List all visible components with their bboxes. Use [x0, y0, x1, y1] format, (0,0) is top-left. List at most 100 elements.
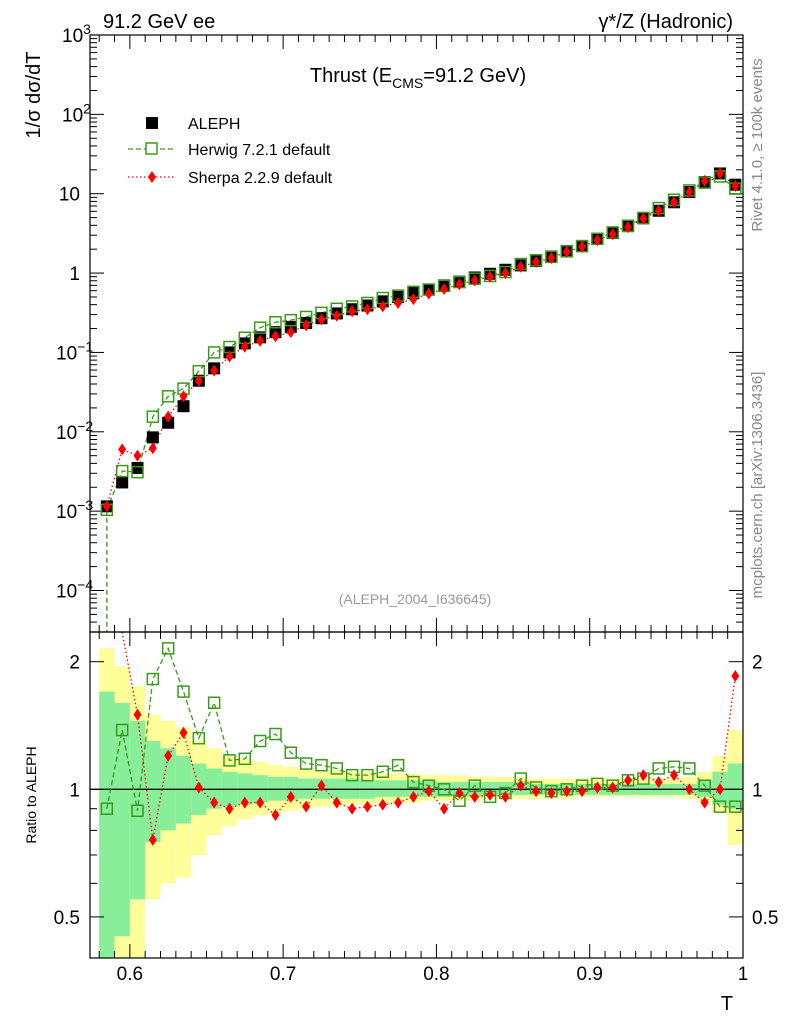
y-tick-label: 10: [59, 185, 80, 206]
y-tick-label: 10−3: [56, 497, 93, 523]
herwig-ratio-point: [361, 768, 374, 782]
chart-title: Thrust (ECMS=91.2 GeV): [310, 65, 526, 91]
aleph-point: [131, 461, 144, 474]
herwig-point: [131, 465, 144, 479]
sherpa-ratio-point: [332, 796, 341, 809]
herwig-ratio-point: [376, 765, 390, 779]
aleph-point: [392, 290, 405, 303]
sherpa-point: [516, 260, 525, 273]
herwig-ratio-point: [315, 758, 328, 772]
x-tick-label: 0.9: [577, 964, 603, 985]
sherpa-ratio-point: [210, 796, 219, 809]
sherpa-ratio-point: [470, 790, 479, 803]
ratio-axis-label: Ratio to ALEPH: [23, 746, 39, 843]
sherpa-point: [332, 309, 341, 322]
sherpa-ratio-point: [562, 785, 571, 798]
sherpa-ratio-point: [532, 785, 541, 798]
y-tick-label: 10−2: [56, 418, 93, 444]
sherpa-ratio-point: [348, 802, 357, 815]
herwig-ratio-point: [131, 804, 144, 818]
herwig-ratio-point: [284, 746, 298, 759]
sherpa-ratio-point: [225, 802, 234, 815]
sherpa-point: [286, 326, 295, 339]
sherpa-point: [700, 174, 709, 187]
band-inner-bin: [375, 780, 391, 797]
band-inner-bin: [390, 780, 406, 797]
y-tick-base: 10: [56, 423, 77, 444]
sherpa-point: [240, 340, 249, 353]
sherpa-ratio-point: [639, 769, 648, 782]
sherpa-point: [731, 180, 740, 193]
analysis-id: (ALEPH_2004_I636645): [339, 591, 492, 607]
herwig-ratio-point: [100, 802, 114, 815]
sherpa-point: [470, 274, 479, 287]
y-tick-base: 1: [69, 264, 80, 285]
sherpa-ratio-point: [501, 790, 510, 803]
legend-label-aleph: ALEPH: [188, 116, 240, 133]
sherpa-ratio-point: [685, 783, 694, 796]
ratio-uncertainty-bands: [90, 648, 743, 958]
sherpa-ratio-point: [240, 796, 249, 809]
sherpa-point: [440, 282, 449, 295]
y-tick-base: 10: [56, 582, 77, 603]
herwig-point: [115, 464, 129, 478]
chart-title-sub: CMS: [392, 75, 423, 91]
herwig-ratio-point: [330, 762, 344, 775]
herwig-ratio-point: [437, 783, 451, 796]
y-tick-exponent: 3: [83, 21, 91, 37]
sherpa-ratio-point: [409, 790, 418, 803]
sherpa-point: [164, 410, 173, 423]
main-data-series: [100, 167, 742, 632]
band-inner-bin: [114, 702, 130, 937]
y-tick-label: 1: [69, 264, 80, 285]
herwig-point: [161, 390, 175, 403]
y-tick-label: 102: [62, 100, 91, 126]
ratio-tick-label-left: 1: [69, 780, 80, 801]
rivet-label: Rivet 4.1.0, ≥ 100k events: [749, 58, 766, 231]
ratio-tick-label-left: 0.5: [54, 908, 80, 929]
legend: ALEPH Herwig 7.2.1 default Sherpa 2.2.9 …: [128, 116, 333, 187]
sherpa-point: [654, 204, 663, 217]
sherpa-line: [106, 172, 736, 507]
sherpa-point: [210, 364, 219, 377]
sherpa-point: [578, 240, 587, 253]
sherpa-ratio-point: [486, 788, 495, 801]
herwig-ratio-point: [161, 642, 175, 655]
sherpa-ratio-point: [731, 670, 740, 683]
herwig-ratio-point: [192, 731, 206, 745]
herwig-ratio-point: [253, 734, 267, 748]
header-right: γ*/Z (Hadronic): [599, 11, 733, 33]
sherpa-point: [624, 221, 633, 234]
sherpa-point: [179, 390, 188, 403]
herwig-line: [106, 175, 736, 511]
sherpa-ratio-point: [302, 800, 311, 813]
y-tick-base: 10: [56, 502, 77, 523]
band-inner-bin: [697, 780, 713, 797]
herwig-ratio-point: [391, 758, 405, 772]
aleph-point: [116, 476, 129, 489]
band-inner-bin: [99, 691, 115, 958]
ratio-axis-ticks: 0.5 0.5 1 1 2 2: [54, 653, 779, 929]
mcplots-label: mcplots.cern.ch [arXiv:1306.3436]: [749, 372, 766, 599]
x-tick-label: 1: [738, 964, 749, 985]
aleph-point: [407, 287, 420, 300]
band-inner-bin: [145, 741, 161, 843]
sherpa-point: [409, 293, 418, 306]
sherpa-point: [593, 234, 602, 247]
herwig-ratio-point: [269, 727, 282, 741]
herwig-ratio-point: [238, 752, 252, 766]
sherpa-ratio-point: [547, 787, 556, 800]
header-left: 91.2 GeV ee: [103, 11, 215, 33]
sherpa-ratio-point: [148, 833, 157, 846]
herwig-ratio-point: [407, 775, 420, 789]
chart-title-main: Thrust (E: [310, 65, 392, 87]
herwig-ratio-point: [299, 757, 313, 770]
herwig-ratio-point: [207, 696, 221, 710]
sherpa-ratio-point: [654, 776, 663, 789]
x-tick-label: 0.6: [117, 964, 143, 985]
ratio-plot-frame: [89, 631, 744, 959]
sherpa-point: [562, 245, 571, 258]
sherpa-ratio-point: [363, 800, 372, 813]
legend-marker-aleph: [146, 117, 158, 129]
sherpa-ratio-point: [716, 783, 725, 796]
